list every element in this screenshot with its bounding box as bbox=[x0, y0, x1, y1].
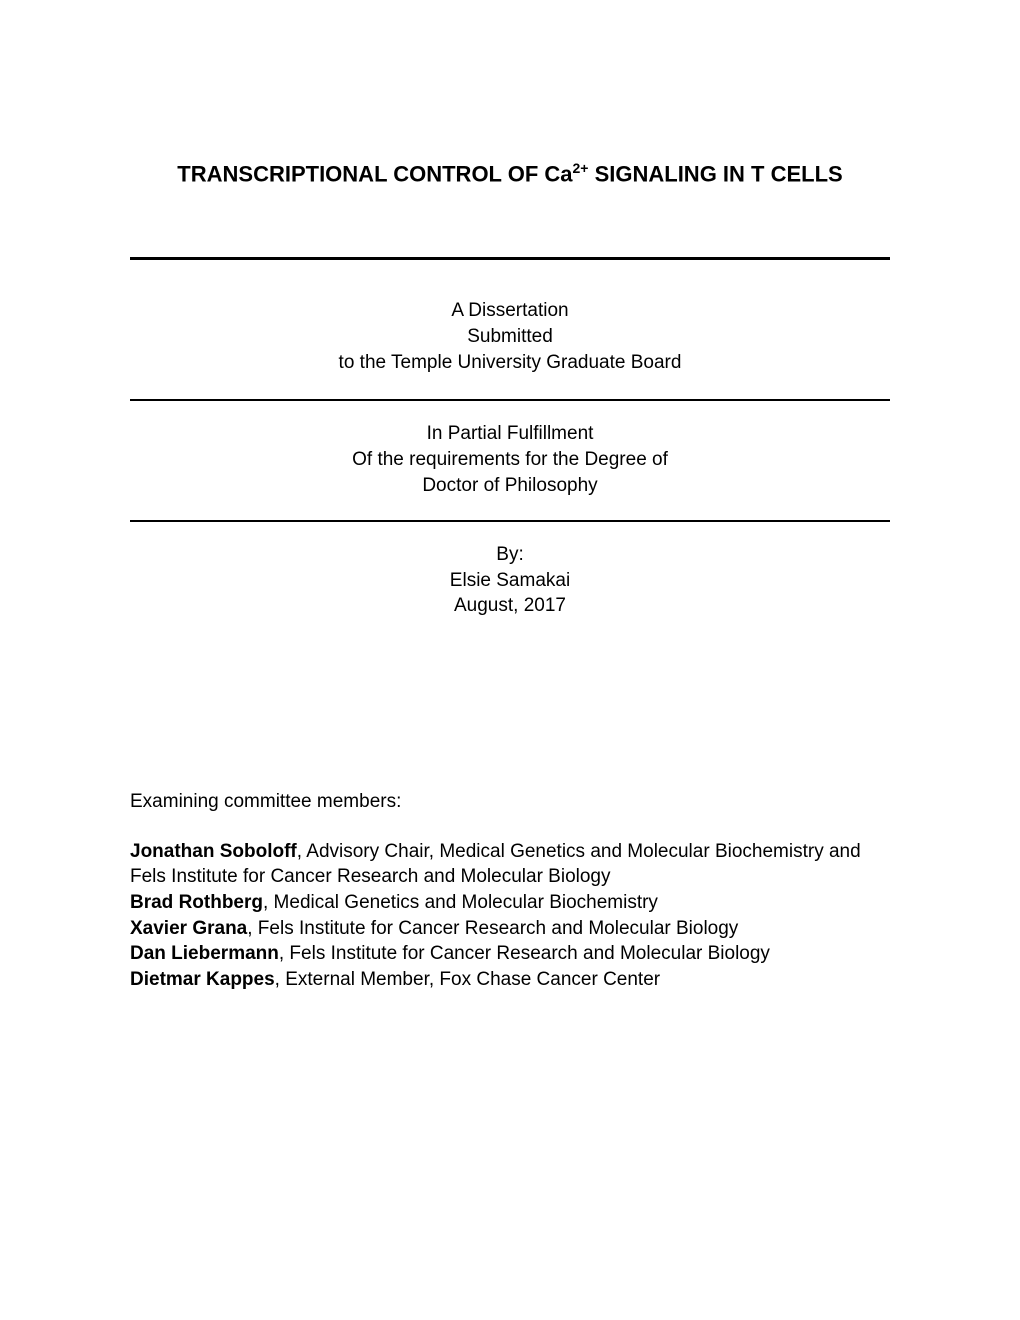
committee-member: Dan Liebermann, Fels Institute for Cance… bbox=[130, 941, 890, 967]
submission-line-1: A Dissertation bbox=[130, 298, 890, 324]
committee-member: Jonathan Soboloff, Advisory Chair, Medic… bbox=[130, 839, 890, 890]
title-prefix: TRANSCRIPTIONAL CONTROL OF Ca bbox=[177, 161, 572, 186]
fulfillment-block: In Partial Fulfillment Of the requiremen… bbox=[130, 401, 890, 520]
submission-line-2: Submitted bbox=[130, 324, 890, 350]
committee-member: Dietmar Kappes, External Member, Fox Cha… bbox=[130, 967, 890, 993]
member-role: , External Member, Fox Chase Cancer Cent… bbox=[275, 969, 660, 990]
member-name: Dietmar Kappes bbox=[130, 969, 275, 990]
fulfillment-line-3: Doctor of Philosophy bbox=[130, 473, 890, 499]
dissertation-title: TRANSCRIPTIONAL CONTROL OF Ca2+ SIGNALIN… bbox=[130, 160, 890, 187]
author-name: Elsie Samakai bbox=[130, 568, 890, 594]
member-role: , Fels Institute for Cancer Research and… bbox=[279, 943, 770, 964]
committee-members-list: Jonathan Soboloff, Advisory Chair, Medic… bbox=[130, 839, 890, 993]
member-name: Jonathan Soboloff bbox=[130, 841, 297, 862]
author-block: By: Elsie Samakai August, 2017 bbox=[130, 522, 890, 619]
committee-member: Brad Rothberg, Medical Genetics and Mole… bbox=[130, 890, 890, 916]
committee-header: Examining committee members: bbox=[130, 789, 890, 815]
committee-member: Xavier Grana, Fels Institute for Cancer … bbox=[130, 916, 890, 942]
submission-line-3: to the Temple University Graduate Board bbox=[130, 350, 890, 376]
member-name: Brad Rothberg bbox=[130, 892, 263, 913]
member-role: , Fels Institute for Cancer Research and… bbox=[247, 918, 738, 939]
title-superscript: 2+ bbox=[573, 160, 589, 176]
member-role: , Medical Genetics and Molecular Biochem… bbox=[263, 892, 658, 913]
title-suffix: SIGNALING IN T CELLS bbox=[588, 161, 842, 186]
author-date: August, 2017 bbox=[130, 593, 890, 619]
committee-section: Examining committee members: Jonathan So… bbox=[130, 789, 890, 992]
member-name: Dan Liebermann bbox=[130, 943, 279, 964]
by-label: By: bbox=[130, 542, 890, 568]
member-name: Xavier Grana bbox=[130, 918, 247, 939]
fulfillment-line-1: In Partial Fulfillment bbox=[130, 421, 890, 447]
fulfillment-line-2: Of the requirements for the Degree of bbox=[130, 447, 890, 473]
submission-block: A Dissertation Submitted to the Temple U… bbox=[130, 260, 890, 399]
